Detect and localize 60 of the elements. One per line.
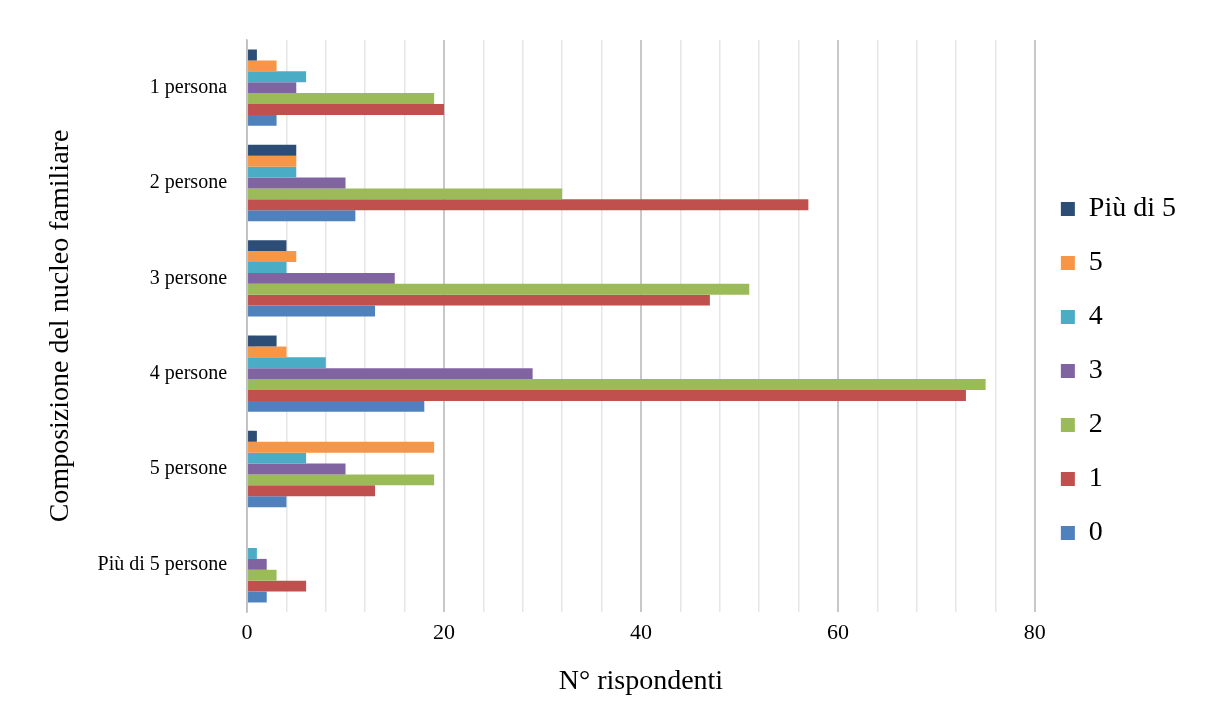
bar — [248, 485, 376, 497]
bar — [248, 261, 287, 273]
legend-label: 4 — [1088, 299, 1103, 331]
bar — [248, 441, 435, 453]
bar — [248, 346, 287, 358]
x-tick-label: 40 — [629, 618, 652, 644]
bar — [248, 357, 326, 369]
bar — [248, 210, 356, 222]
bar — [248, 305, 376, 317]
bar — [248, 177, 346, 189]
legend-label: 2 — [1088, 407, 1103, 439]
bar — [248, 474, 435, 486]
bar — [248, 144, 297, 156]
bar — [248, 569, 277, 581]
bar — [248, 82, 297, 94]
bar — [248, 496, 287, 508]
bar — [248, 49, 257, 61]
bar — [248, 558, 267, 570]
y-tick-label: 2 persone — [149, 170, 228, 194]
bar — [248, 463, 346, 475]
x-tick-label: 60 — [826, 618, 849, 644]
bar — [248, 104, 444, 115]
x-tick-label: 20 — [432, 618, 455, 644]
y-tick-label: 4 persone — [149, 360, 228, 384]
bar — [248, 93, 435, 105]
legend-label: Più di 5 — [1088, 191, 1177, 223]
legend-label: 5 — [1088, 245, 1103, 277]
bar — [248, 591, 267, 603]
bar — [248, 60, 277, 72]
bar — [248, 335, 277, 347]
x-axis-title: N° rispondenti — [558, 663, 724, 695]
bar — [248, 155, 297, 167]
bar — [248, 240, 287, 252]
bar — [248, 547, 257, 559]
bar — [248, 390, 966, 401]
bar — [248, 166, 297, 178]
y-tick-label: 5 persone — [149, 456, 228, 480]
bar — [248, 114, 277, 126]
bar — [248, 294, 710, 306]
bar — [248, 251, 297, 262]
y-tick-label: 1 persona — [149, 74, 228, 98]
bar — [248, 199, 809, 211]
x-tick-label: 80 — [1023, 618, 1046, 644]
bar — [248, 71, 307, 83]
x-tick-label: 0 — [241, 618, 253, 644]
bar — [248, 368, 533, 380]
y-axis-title: Composizione del nucleo familiare — [43, 129, 75, 523]
bar — [248, 379, 986, 391]
bar — [248, 430, 257, 442]
bar — [248, 283, 750, 295]
bar — [248, 580, 307, 592]
bar — [248, 400, 425, 412]
bar — [248, 272, 395, 284]
bar — [248, 452, 307, 464]
legend-label: 0 — [1088, 515, 1103, 547]
y-tick-label: Più di 5 persone — [97, 551, 228, 575]
bar — [248, 188, 563, 200]
legend-label: 3 — [1088, 353, 1103, 385]
legend-label: 1 — [1088, 461, 1103, 493]
y-tick-label: 3 persone — [149, 265, 228, 289]
